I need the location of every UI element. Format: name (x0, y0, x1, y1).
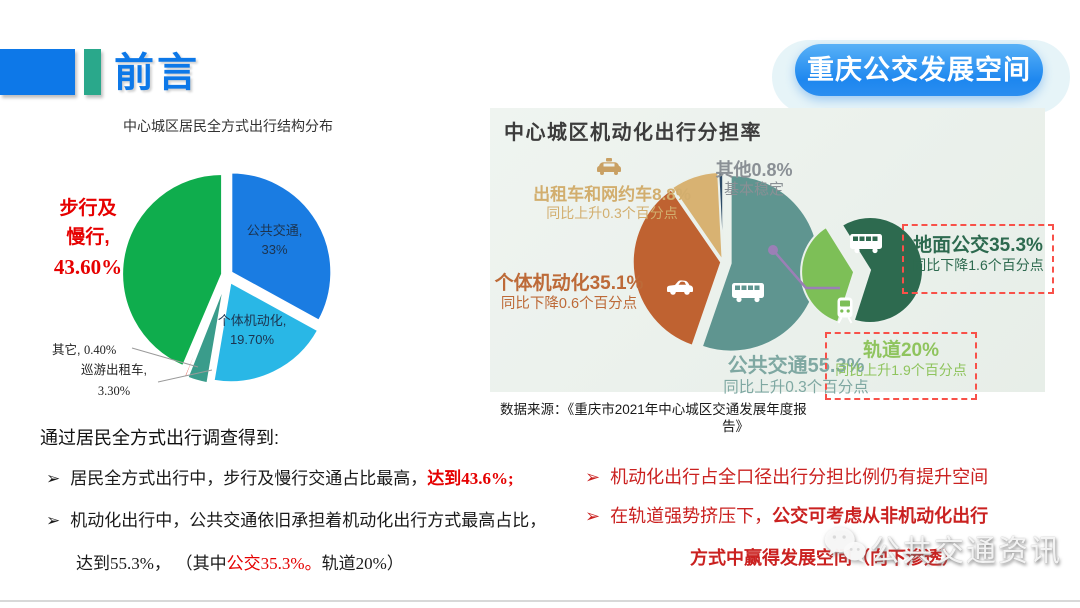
left-chart-title: 中心城区居民全方式出行结构分布 (123, 118, 333, 134)
label-private-motor: 个体机动化35.1% 同比下降0.6个百分点 (494, 273, 644, 312)
intro-text: 通过居民全方式出行调查得到: (40, 428, 279, 448)
connector-line (772, 249, 840, 290)
label-public-transport: 公共交通55.3% 同比上升0.3个百分点 (723, 355, 869, 396)
label-private-motorized: 个体机动化, 19.70% (217, 313, 287, 347)
pie-slice-步行及慢行 (121, 173, 224, 368)
left-pie-chart (121, 171, 333, 385)
pie-slice-巡游出租车 (186, 284, 226, 385)
label-taxi-rideshare: 出租车和网约车8.8% 同比上升0.3个百分点 (533, 185, 691, 221)
bullet-right-2: ➢ 在轨道强势挤压下，公交可考虑从非机动化出行 (585, 506, 989, 526)
bottom-divider (0, 600, 1080, 602)
topic-badge: 重庆公交发展空间 (795, 44, 1043, 96)
leader-line-taxi (157, 369, 213, 383)
bus-icon (849, 232, 883, 259)
arrow-bullet-icon: ➢ (46, 469, 61, 488)
pie-slice-其他 (717, 171, 724, 261)
arrow-bullet-icon: ➢ (585, 467, 601, 487)
connector-dot (768, 245, 778, 255)
watermark-text: 公共交通资讯 (870, 534, 1062, 568)
arrow-bullet-icon: ➢ (585, 506, 601, 526)
label-others: 其他0.8% 基本稳定 (715, 160, 793, 198)
pie-slice-公共交通 (230, 171, 333, 322)
label-walk-slow: 步行及 慢行, 43.60% (53, 198, 123, 279)
bullet-left-1: ➢ 居民全方式出行中，步行及慢行交通占比最高，达到43.6%; (46, 469, 514, 488)
data-source-line1: 数据来源：《重庆市2021年中心城区交通发展年度报 (500, 402, 807, 417)
highlight-box-rail: 轨道20% 同比上升1.9个百分点 (825, 332, 977, 400)
page-title: 前言 (114, 51, 200, 95)
leader-line-other (131, 347, 199, 368)
pie-slice-个体机动化 (632, 188, 722, 347)
taxi-icon (596, 158, 622, 181)
watermark: 公共交通资讯 (822, 525, 1062, 570)
bus-icon (731, 281, 765, 308)
arrow-bullet-icon: ➢ (46, 511, 61, 530)
bullet-left-2: ➢ 机动化出行中，公共交通依旧承担着机动化出行方式最高占比， (46, 511, 547, 530)
right-chart-title: 中心城区机动化出行分担率 (504, 122, 762, 144)
train-icon (835, 297, 855, 329)
bullet-right-2-continued: 方式中赢得发展空间（向下渗透） (690, 548, 960, 568)
label-cruise-taxi: 巡游出租车, 3.30% (81, 363, 147, 398)
label-other: 其它, 0.40% (52, 343, 117, 357)
bullet-right-1: ➢ 机动化出行占全口径出行分担比例仍有提升空间 (585, 467, 989, 487)
teal-accent-bar (84, 49, 101, 95)
blue-accent-block (0, 49, 75, 95)
wechat-icon (822, 525, 870, 570)
right-chart-panel: 中心城区机动化出行分担率 (490, 108, 1054, 400)
label-public-transit: 公共交通, 33% (246, 223, 303, 257)
car-icon (665, 277, 695, 302)
bullet-left-2-continued: 达到55.3%， （其中公交35.3%。轨道20%） (76, 554, 404, 573)
highlight-box-ground-bus: 地面公交35.3% 同比下降1.6个百分点 (902, 224, 1054, 294)
data-source-line2: 告》 (722, 419, 749, 434)
pie-slice-个体机动化 (212, 280, 320, 384)
